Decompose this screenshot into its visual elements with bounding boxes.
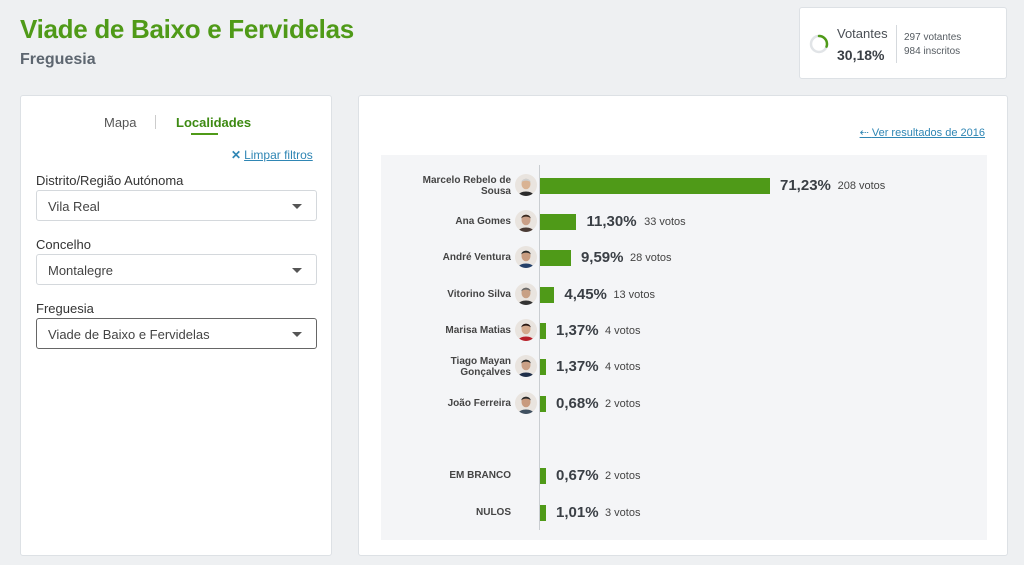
- result-row: João Ferreira 0,68% 2 votos: [381, 389, 987, 419]
- result-votes: 2 votos: [605, 470, 641, 482]
- candidate-name: Ana Gomes: [381, 216, 511, 227]
- candidate-name-line: Sousa: [480, 186, 511, 197]
- result-percent: 11,30%: [586, 213, 637, 230]
- avatar-vitorino-icon: [515, 283, 537, 305]
- avatar-tiago-icon: [515, 355, 537, 377]
- result-bar: [540, 396, 546, 412]
- result-percent: 71,23%: [780, 177, 831, 194]
- result-bar: [540, 250, 571, 266]
- result-votes: 2 votos: [605, 398, 641, 410]
- candidate-name: Vitorino Silva: [381, 289, 511, 300]
- result-percent: 0,67%: [556, 467, 599, 484]
- candidate-name-line: Gonçalves: [460, 367, 511, 378]
- parish-value: Viade de Baixo e Fervidelas: [48, 327, 210, 342]
- result-row: Marisa Matias 1,37% 4 votos: [381, 316, 987, 346]
- result-votes: 3 votos: [605, 507, 641, 519]
- turnout-card: Votantes 30,18% 297 votantes 984 inscrit…: [799, 7, 1007, 79]
- result-bar: [540, 323, 546, 339]
- candidate-name-line: EM BRANCO: [449, 470, 511, 481]
- result-percent: 1,01%: [556, 504, 599, 521]
- result-bar: [540, 178, 770, 194]
- candidate-name-line: João Ferreira: [447, 398, 511, 409]
- candidate-name: Marcelo Rebelo de Sousa: [381, 175, 511, 197]
- avatar-andre-icon: [515, 246, 537, 268]
- tab-active-underline: [191, 133, 218, 135]
- results-panel: ⇠ Ver resultados de 2016 Marcelo Rebelo …: [358, 95, 1008, 556]
- result-bar: [540, 287, 555, 303]
- tab-localidades[interactable]: Localidades: [176, 115, 252, 130]
- candidate-name: Marisa Matias: [381, 325, 511, 336]
- result-percent: 0,68%: [556, 395, 599, 412]
- result-bar: [540, 359, 546, 375]
- candidate-name: André Ventura: [381, 252, 511, 263]
- result-row: Marcelo Rebelo de Sousa 71,23% 208 votos: [381, 171, 987, 201]
- result-votes: 13 votos: [613, 289, 655, 301]
- candidate-name-line: Marcelo Rebelo de: [422, 175, 511, 186]
- result-bar: [540, 468, 546, 484]
- clear-filters-label: Limpar filtros: [244, 148, 313, 162]
- parish-label: Freguesia: [36, 301, 94, 316]
- avatar-ana-icon: [515, 210, 537, 232]
- candidate-name: Tiago Mayan Gonçalves: [381, 356, 511, 378]
- result-votes: 208 votos: [837, 180, 886, 192]
- result-percent: 4,45%: [564, 286, 607, 303]
- previous-results-label: Ver resultados de 2016: [871, 127, 985, 139]
- avatar-joao-icon: [515, 392, 537, 414]
- avatar-marisa-icon: [515, 319, 537, 341]
- turnout-divider: [896, 25, 897, 63]
- chevron-down-icon: [292, 332, 302, 337]
- clear-filters-link[interactable]: ✕ Limpar filtros: [231, 148, 313, 162]
- turnout-percent: 30,18%: [837, 47, 885, 63]
- candidate-name-line: André Ventura: [442, 252, 511, 263]
- tab-map[interactable]: Mapa: [104, 115, 137, 130]
- result-row: EM BRANCO 0,67% 2 votos: [381, 461, 987, 491]
- tab-divider: [155, 115, 156, 129]
- candidate-name-line: Ana Gomes: [455, 216, 511, 227]
- parish-select[interactable]: Viade de Baixo e Fervidelas: [36, 318, 317, 349]
- result-percent: 1,37%: [556, 322, 599, 339]
- turnout-registered: 984 inscritos: [904, 46, 961, 57]
- result-bar: [540, 214, 577, 230]
- results-chart: Marcelo Rebelo de Sousa 71,23% 208 votos Ana…: [381, 155, 987, 540]
- turnout-label: Votantes: [837, 26, 888, 41]
- district-label: Distrito/Região Autónoma: [36, 173, 184, 188]
- avatar-marcelo-icon: [515, 174, 537, 196]
- municipality-select[interactable]: Montalegre: [36, 254, 317, 285]
- chevron-down-icon: [292, 268, 302, 273]
- candidate-name: NULOS: [381, 507, 511, 518]
- turnout-ring-icon: [809, 34, 829, 54]
- district-select[interactable]: Vila Real: [36, 190, 317, 221]
- municipality-label: Concelho: [36, 237, 91, 252]
- close-icon: ✕: [231, 148, 242, 162]
- result-votes: 33 votos: [644, 216, 686, 228]
- result-votes: 4 votos: [605, 325, 641, 337]
- previous-results-link[interactable]: ⇠ Ver resultados de 2016: [860, 126, 985, 139]
- result-row: Vitorino Silva 4,45% 13 votos: [381, 280, 987, 310]
- candidate-name: EM BRANCO: [381, 470, 511, 481]
- result-percent: 1,37%: [556, 358, 599, 375]
- result-row: Ana Gomes 11,30% 33 votos: [381, 207, 987, 237]
- chart-axis: [539, 165, 540, 530]
- page-subtitle: Freguesia: [20, 51, 96, 68]
- result-votes: 4 votos: [605, 361, 641, 373]
- result-votes: 28 votos: [629, 252, 672, 264]
- candidate-name-line: Vitorino Silva: [447, 289, 511, 300]
- result-row: André Ventura 9,59% 28 votos: [381, 243, 987, 273]
- page-title: Viade de Baixo e Fervidelas: [20, 14, 354, 44]
- chevron-down-icon: [292, 204, 302, 209]
- candidate-name-line: Marisa Matias: [445, 325, 511, 336]
- result-bar: [540, 505, 546, 521]
- candidate-name-line: Tiago Mayan: [450, 356, 511, 367]
- district-value: Vila Real: [48, 199, 100, 214]
- result-row: Tiago Mayan Gonçalves 1,37% 4 votos: [381, 352, 987, 382]
- candidate-name-line: NULOS: [476, 507, 511, 518]
- turnout-voters: 297 votantes: [904, 32, 962, 43]
- municipality-value: Montalegre: [48, 263, 114, 278]
- candidate-name: João Ferreira: [381, 398, 511, 409]
- result-row: NULOS 1,01% 3 votos: [381, 498, 987, 528]
- filters-panel: Mapa Localidades ✕ Limpar filtros Distrit…: [20, 95, 332, 556]
- result-percent: 9,59%: [580, 249, 624, 266]
- arrow-left-icon: ⇠: [859, 127, 872, 139]
